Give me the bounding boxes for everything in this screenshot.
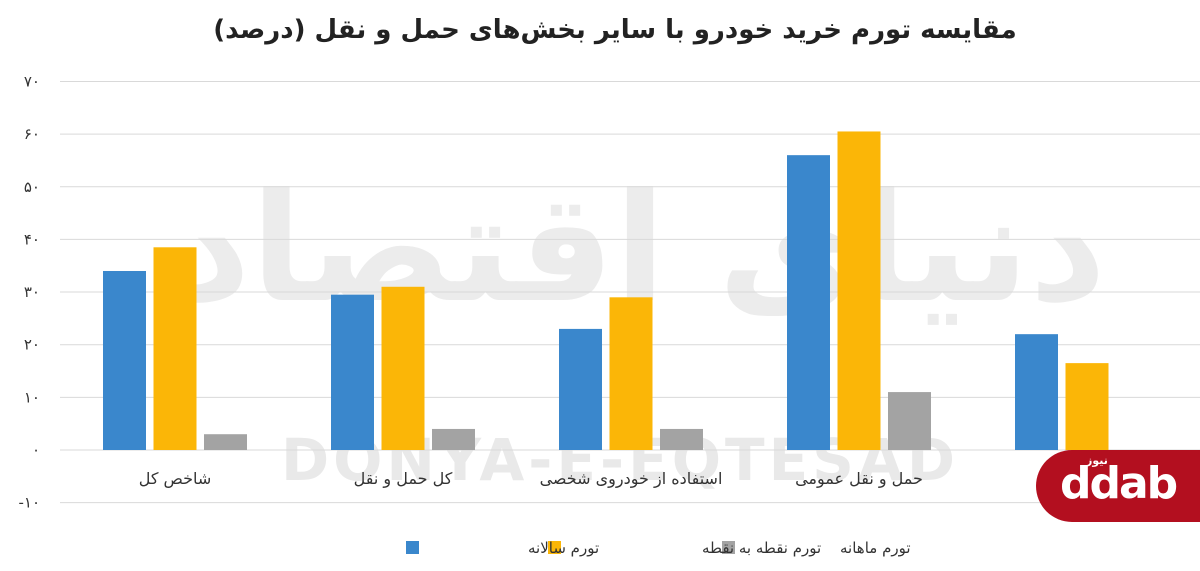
legend-label: تورم سالانه <box>528 539 599 557</box>
y-axis: -۱۰ ۰ ۱۰ ۲۰ ۳۰ ۴۰ ۵۰ ۶۰ ۷۰ <box>18 72 40 511</box>
y-tick-label: ۶۰ <box>24 125 40 143</box>
bar <box>888 392 931 450</box>
chart-title: مقایسه تورم خرید خودرو با سایر بخش‌های ح… <box>213 15 1016 45</box>
y-tick-label: ۰ <box>32 441 40 459</box>
bars <box>103 131 1109 450</box>
bar <box>609 297 653 450</box>
bar <box>153 247 197 450</box>
y-tick-label: ۲۰ <box>24 336 40 354</box>
logo <box>1036 450 1200 522</box>
legend-swatch <box>406 541 419 554</box>
y-tick-label: ۷۰ <box>24 72 40 90</box>
legend-label: تورم نقطه به نقطه <box>702 539 821 557</box>
legend: تورم ماهانه تورم نقطه به نقطه تورم سالانه <box>406 539 911 557</box>
bar <box>381 286 425 450</box>
bar <box>1015 334 1058 450</box>
bar <box>837 131 881 450</box>
legend-swatch <box>722 541 735 554</box>
legend-label: تورم ماهانه <box>840 539 911 557</box>
bar <box>204 434 247 450</box>
legend-swatch <box>548 541 561 554</box>
bar <box>331 294 374 450</box>
bar <box>660 428 703 450</box>
logo-small-text: نیوز <box>1086 454 1108 467</box>
x-tick-label: شاخص کل <box>139 469 212 489</box>
y-tick-label: ۳۰ <box>24 283 40 301</box>
y-tick-label: ۴۰ <box>24 230 40 248</box>
x-tick-label: استفاده از خودروی شخصی <box>540 469 723 489</box>
bar <box>432 428 475 450</box>
x-tick-label: کل حمل و نقل <box>354 469 453 489</box>
bar <box>103 270 146 450</box>
y-tick-label: -۱۰ <box>18 494 40 512</box>
bar <box>787 155 830 450</box>
bar <box>559 328 602 450</box>
x-tick-label: حمل و نقل عمومی <box>795 469 923 489</box>
bar <box>1065 363 1109 450</box>
y-tick-label: ۵۰ <box>24 178 40 196</box>
logo-main-text: ddab <box>1060 458 1178 509</box>
y-tick-label: ۱۰ <box>24 388 40 406</box>
